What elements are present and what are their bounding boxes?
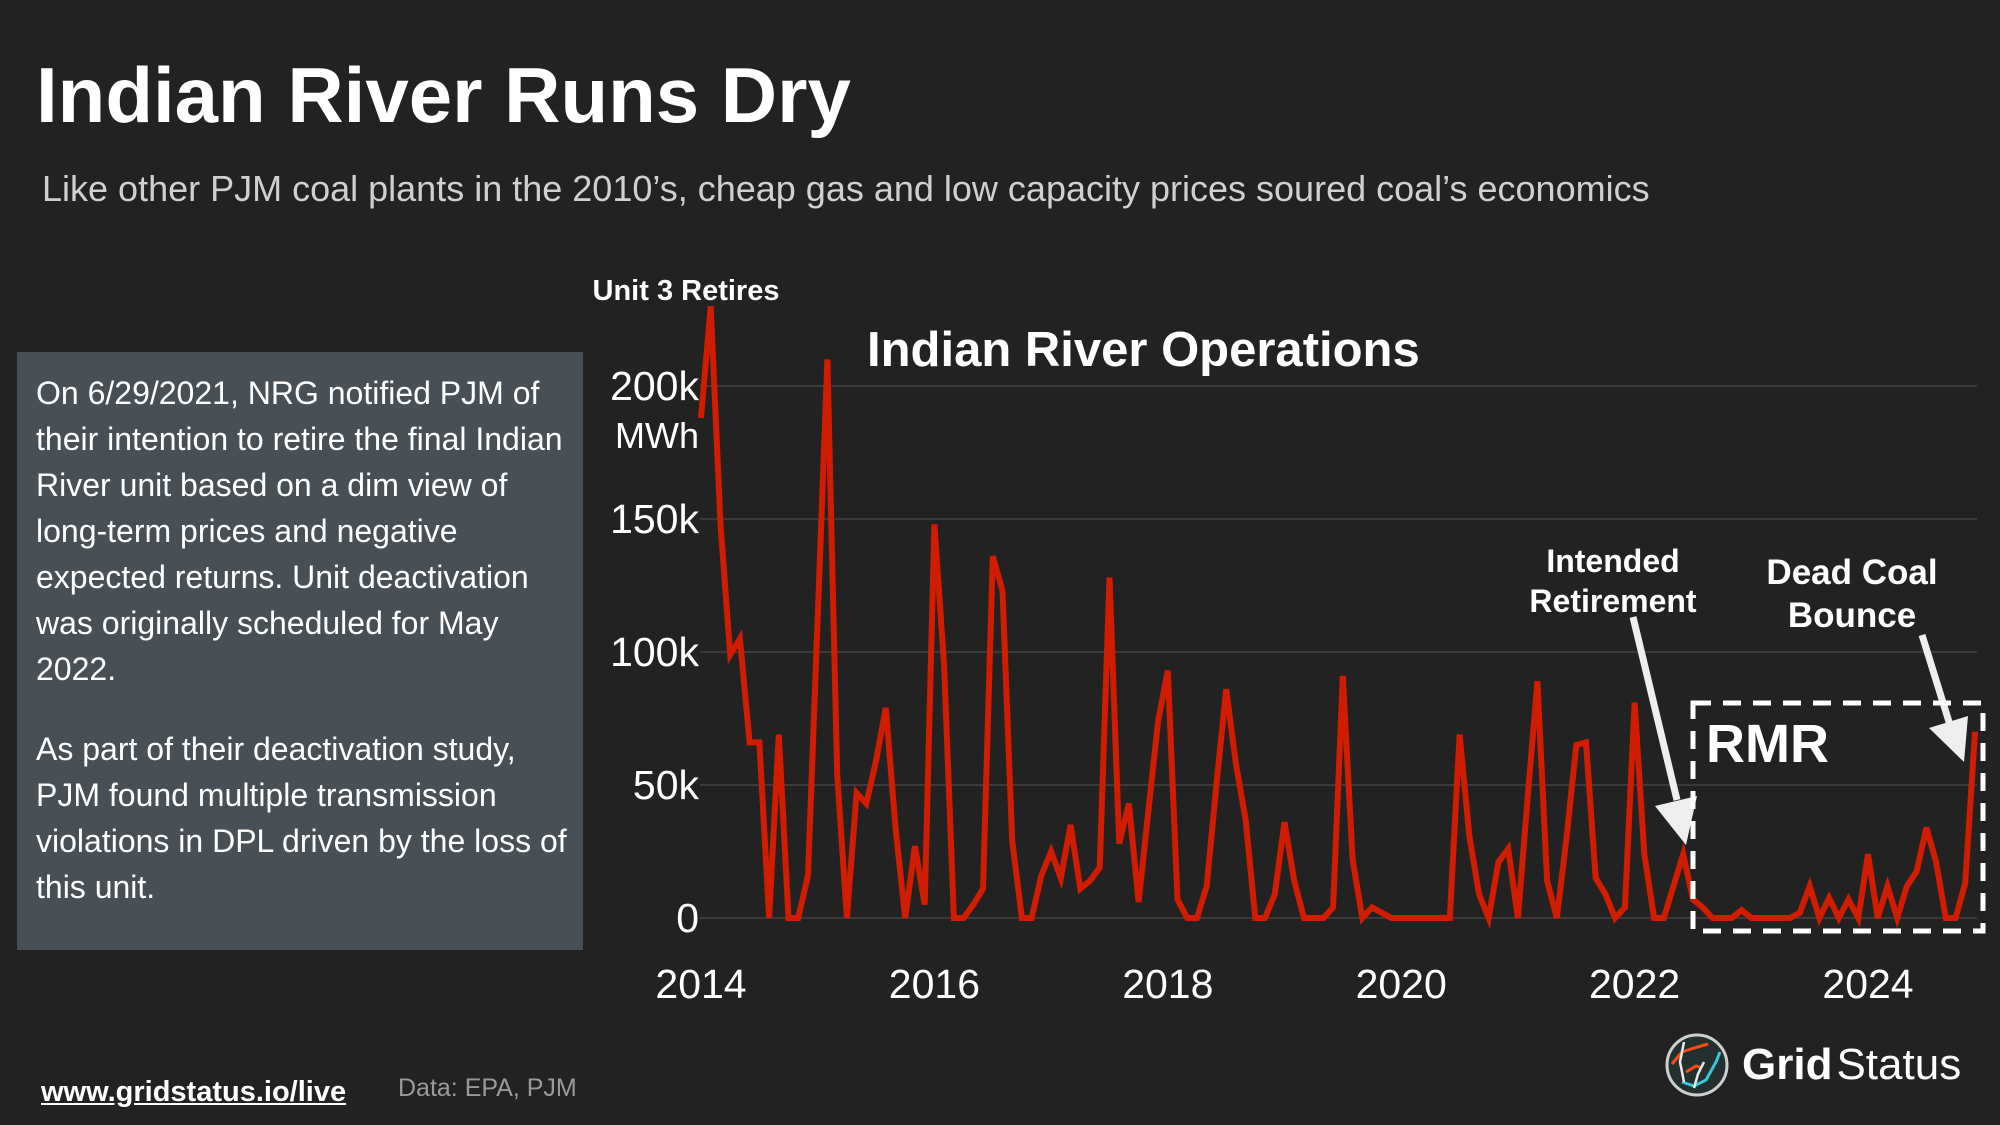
annotation-dead-coal-line2: Bounce bbox=[1788, 596, 1916, 635]
rmr-period-box bbox=[1690, 700, 1986, 934]
grid-status-logo: Grid Status bbox=[1664, 1032, 1961, 1098]
brand-name-bold: Grid bbox=[1742, 1040, 1833, 1089]
annotation-dead-coal-line1: Dead Coal bbox=[1766, 553, 1937, 592]
y-tick-label: 200k bbox=[610, 363, 699, 409]
y-tick-labels: 0 50k 100k 150k 200k bbox=[610, 363, 699, 941]
y-tick-label: 100k bbox=[610, 629, 699, 675]
note-paragraph: As part of their deactivation study, PJM… bbox=[36, 731, 567, 905]
gridstatus-link[interactable]: www.gridstatus.io/live bbox=[41, 1076, 347, 1108]
page-subtitle: Like other PJM coal plants in the 2010’s… bbox=[42, 168, 1650, 209]
arrow-intended-retirement bbox=[1629, 616, 1697, 845]
x-tick-label: 2014 bbox=[655, 961, 746, 1007]
chart-title: Indian River Operations bbox=[867, 323, 1420, 377]
series-group bbox=[698, 305, 1978, 929]
page-title: Indian River Runs Dry bbox=[36, 51, 851, 139]
x-tick-label: 2022 bbox=[1589, 961, 1680, 1007]
x-tick-label: 2016 bbox=[889, 961, 980, 1007]
annotation-intended-retirement-line1: Intended bbox=[1546, 543, 1679, 579]
arrow-dead-coal-bounce bbox=[1918, 633, 1968, 762]
brand-name-regular: Status bbox=[1836, 1040, 1962, 1089]
annotation-unit3-retires: Unit 3 Retires bbox=[593, 275, 780, 307]
context-note-box: On 6/29/2021, NRG notified PJM of their … bbox=[17, 352, 583, 950]
x-tick-label: 2024 bbox=[1822, 961, 1913, 1007]
y-tick-label: 50k bbox=[633, 762, 700, 808]
series-line-generation bbox=[698, 305, 1978, 929]
y-axis-unit-label: MWh bbox=[615, 415, 699, 456]
annotation-intended-retirement-line2: Retirement bbox=[1529, 583, 1697, 619]
data-source: Data: EPA, PJM bbox=[398, 1074, 577, 1102]
x-tick-label: 2018 bbox=[1122, 961, 1213, 1007]
x-tick-labels: 2014 2016 2018 2020 2022 2024 bbox=[655, 961, 1913, 1007]
y-tick-label: 0 bbox=[676, 895, 699, 941]
y-tick-label: 150k bbox=[610, 496, 699, 542]
note-paragraph: On 6/29/2021, NRG notified PJM of their … bbox=[36, 375, 563, 687]
x-tick-label: 2020 bbox=[1356, 961, 1447, 1007]
grid-status-logo-icon bbox=[1665, 1033, 1729, 1097]
annotation-rmr: RMR bbox=[1706, 714, 1829, 774]
